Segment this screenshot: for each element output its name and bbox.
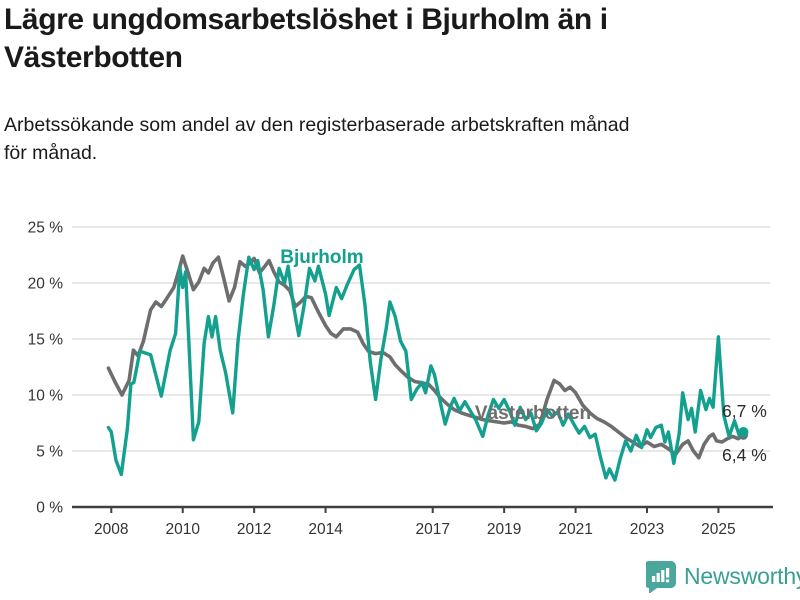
page-title: Lägre ungdomsarbetslöshet i Bjurholm än … xyxy=(4,3,608,74)
series-end-value-bjurholm: 6,7 % xyxy=(722,401,767,421)
newsworthy-bubble-icon xyxy=(646,561,676,593)
y-axis-tick-label: 5 % xyxy=(36,444,63,461)
x-axis-tick-label: 2025 xyxy=(701,521,735,538)
newsworthy-logo: Newsworthy xyxy=(646,560,800,593)
y-axis-tick-label: 25 % xyxy=(28,220,64,237)
x-axis-tick-label: 2019 xyxy=(487,521,521,538)
chart-area: 0 % 5 % 10 % 15 % 20 % 25 % 2008 2010 2012 2014 20… xyxy=(0,195,800,560)
series-label-västerbotten: Västerbotten xyxy=(475,403,591,424)
y-axis-tick-label: 0 % xyxy=(36,500,63,517)
series-line-bjurholm xyxy=(106,255,746,482)
newsworthy-brand-text: Newsworthy xyxy=(684,563,800,589)
chart-svg: 0 % 5 % 10 % 15 % 20 % 25 % 2008 2010 2012 2014 20… xyxy=(28,220,773,538)
x-axis-tick-label: 2014 xyxy=(308,521,343,538)
y-axis-tick-label: 10 % xyxy=(28,388,64,405)
series-end-value-västerbotten: 6,4 % xyxy=(722,445,767,465)
y-axis-tick-label: 15 % xyxy=(28,332,64,349)
x-axis-tick-label: 2017 xyxy=(415,521,449,538)
x-axis-tick-label: 2010 xyxy=(165,521,200,538)
series-end-dot-bjurholm xyxy=(738,426,749,437)
x-axis-tick-label: 2023 xyxy=(630,521,664,538)
x-axis-tick-label: 2008 xyxy=(94,521,128,538)
y-axis-tick-label: 20 % xyxy=(28,276,64,293)
x-axis-tick-label: 2021 xyxy=(558,521,592,538)
page-subtitle: Arbetssökande som andel av den registerb… xyxy=(4,114,630,164)
x-axis-tick-label: 2012 xyxy=(237,521,271,538)
series-label-bjurholm: Bjurholm xyxy=(280,247,363,268)
